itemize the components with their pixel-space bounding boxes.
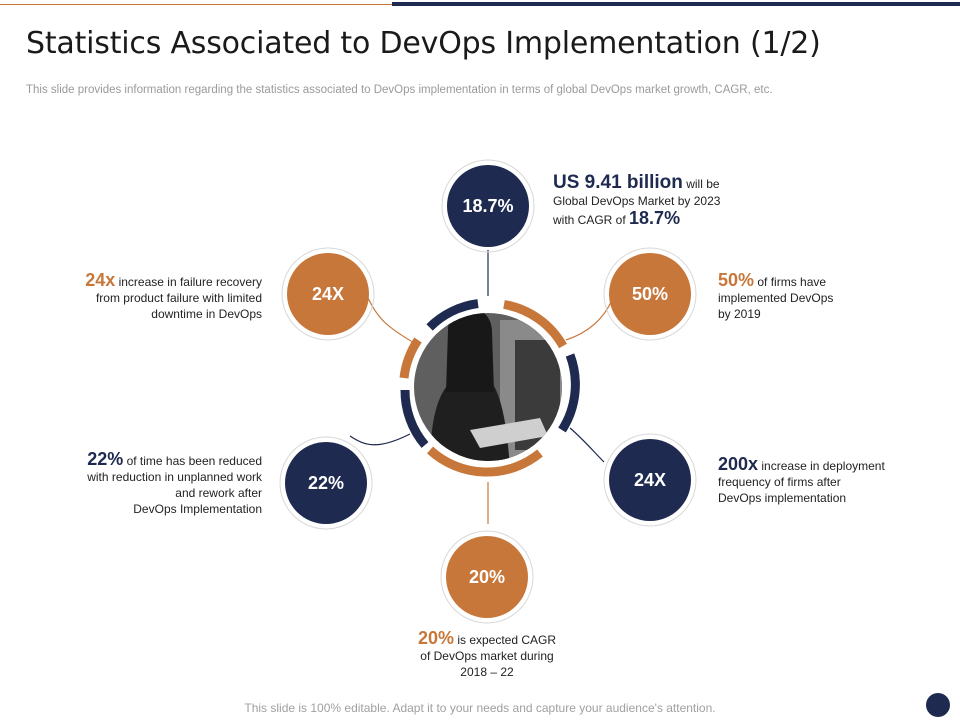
- stat-bottom-text1: is expected CAGR: [457, 633, 557, 647]
- bubble-bottom-value: 20%: [468, 566, 506, 587]
- corner-dot-icon: [926, 693, 950, 717]
- bubble-lower-right-value: 24X: [633, 469, 667, 490]
- stat-lower-right-highlight: 200x: [718, 454, 759, 474]
- connector-lower-left: [349, 433, 411, 446]
- page-subtitle: This slide provides information regardin…: [26, 84, 773, 96]
- ring-segment-lower-left: [400, 389, 429, 448]
- bubble-upper-left: [281, 247, 375, 341]
- bubble-top: [441, 159, 535, 253]
- stat-lower-left-highlight: 22%: [87, 449, 124, 469]
- bubble-lower-right: [603, 433, 697, 527]
- stat-lower-left-text2: with reduction in unplanned work: [87, 470, 262, 484]
- page-title: Statistics Associated to DevOps Implemen…: [26, 26, 821, 61]
- stat-lower-right: 200x increase in deployment frequency of…: [718, 454, 938, 506]
- stat-lower-left: 22% of time has been reduced with reduct…: [40, 449, 262, 517]
- bubble-bottom: [440, 530, 534, 624]
- stat-lower-left-text4: DevOps Implementation: [133, 502, 262, 516]
- stat-upper-right-text3: by 2019: [718, 307, 761, 321]
- stat-upper-left-text3: downtime in DevOps: [151, 307, 262, 321]
- stat-upper-left-highlight: 24x: [85, 270, 116, 290]
- stat-upper-left: 24x increase in failure recovery from pr…: [40, 270, 262, 322]
- connector-upper-left: [367, 297, 417, 345]
- bubble-upper-right: [603, 247, 697, 341]
- stat-lower-right-text3: DevOps implementation: [718, 491, 847, 505]
- stat-bottom: 20% is expected CAGR of DevOps market du…: [387, 628, 587, 680]
- ring-segment-bottom: [426, 446, 543, 477]
- top-accent-line: [0, 4, 392, 5]
- connector-upper-right: [565, 299, 613, 341]
- center-photo: [414, 313, 562, 461]
- stat-top-text3: with CAGR of: [553, 213, 626, 227]
- bubble-upper-left-value: 24X: [311, 283, 345, 304]
- stat-upper-right-text1: of firms have: [757, 275, 827, 289]
- stat-lower-left-text3: and rework after: [175, 486, 262, 500]
- stat-bottom-highlight: 20%: [417, 628, 454, 648]
- bubble-lower-left: [279, 436, 373, 530]
- bubble-upper-right-value: 50%: [631, 283, 669, 304]
- footer-note: This slide is 100% editable. Adapt it to…: [244, 701, 716, 715]
- bubble-top-value: 18.7%: [462, 195, 514, 216]
- connector-lines: [349, 250, 613, 524]
- ring-segment-left: [399, 337, 422, 379]
- stat-top-text1: will be: [686, 177, 720, 191]
- stat-lower-right-text1: increase in deployment: [761, 459, 885, 473]
- stat-upper-right-highlight: 50%: [718, 270, 755, 290]
- top-accent-bar: [392, 2, 960, 6]
- stat-upper-left-text2: from product failure with limited: [95, 291, 262, 305]
- connector-lower-right: [569, 427, 605, 463]
- stat-lower-left-text1: of time has been reduced: [126, 454, 262, 468]
- stat-upper-left-text1: increase in failure recovery: [118, 275, 262, 289]
- stat-upper-right: 50% of firms have implemented DevOps by …: [718, 270, 918, 322]
- stat-top-text2: Global DevOps Market by 2023: [553, 194, 721, 208]
- ring-segment-right: [558, 353, 580, 433]
- center-ring: [399, 299, 580, 477]
- stat-upper-right-text2: implemented DevOps: [718, 291, 834, 305]
- stat-lower-right-text2: frequency of firms after: [718, 475, 841, 489]
- ring-segment-top: [426, 299, 479, 331]
- stat-top-highlight2: 18.7%: [629, 208, 681, 228]
- ring-segment-right-top: [503, 300, 567, 349]
- stat-top: US 9.41 billion will be Global DevOps Ma…: [553, 172, 773, 228]
- stat-top-highlight: US 9.41 billion: [553, 172, 683, 193]
- bubble-lower-left-value: 22%: [307, 472, 345, 493]
- stat-bottom-text2: of DevOps market during: [420, 649, 554, 663]
- stat-bottom-text3: 2018 – 22: [460, 665, 514, 679]
